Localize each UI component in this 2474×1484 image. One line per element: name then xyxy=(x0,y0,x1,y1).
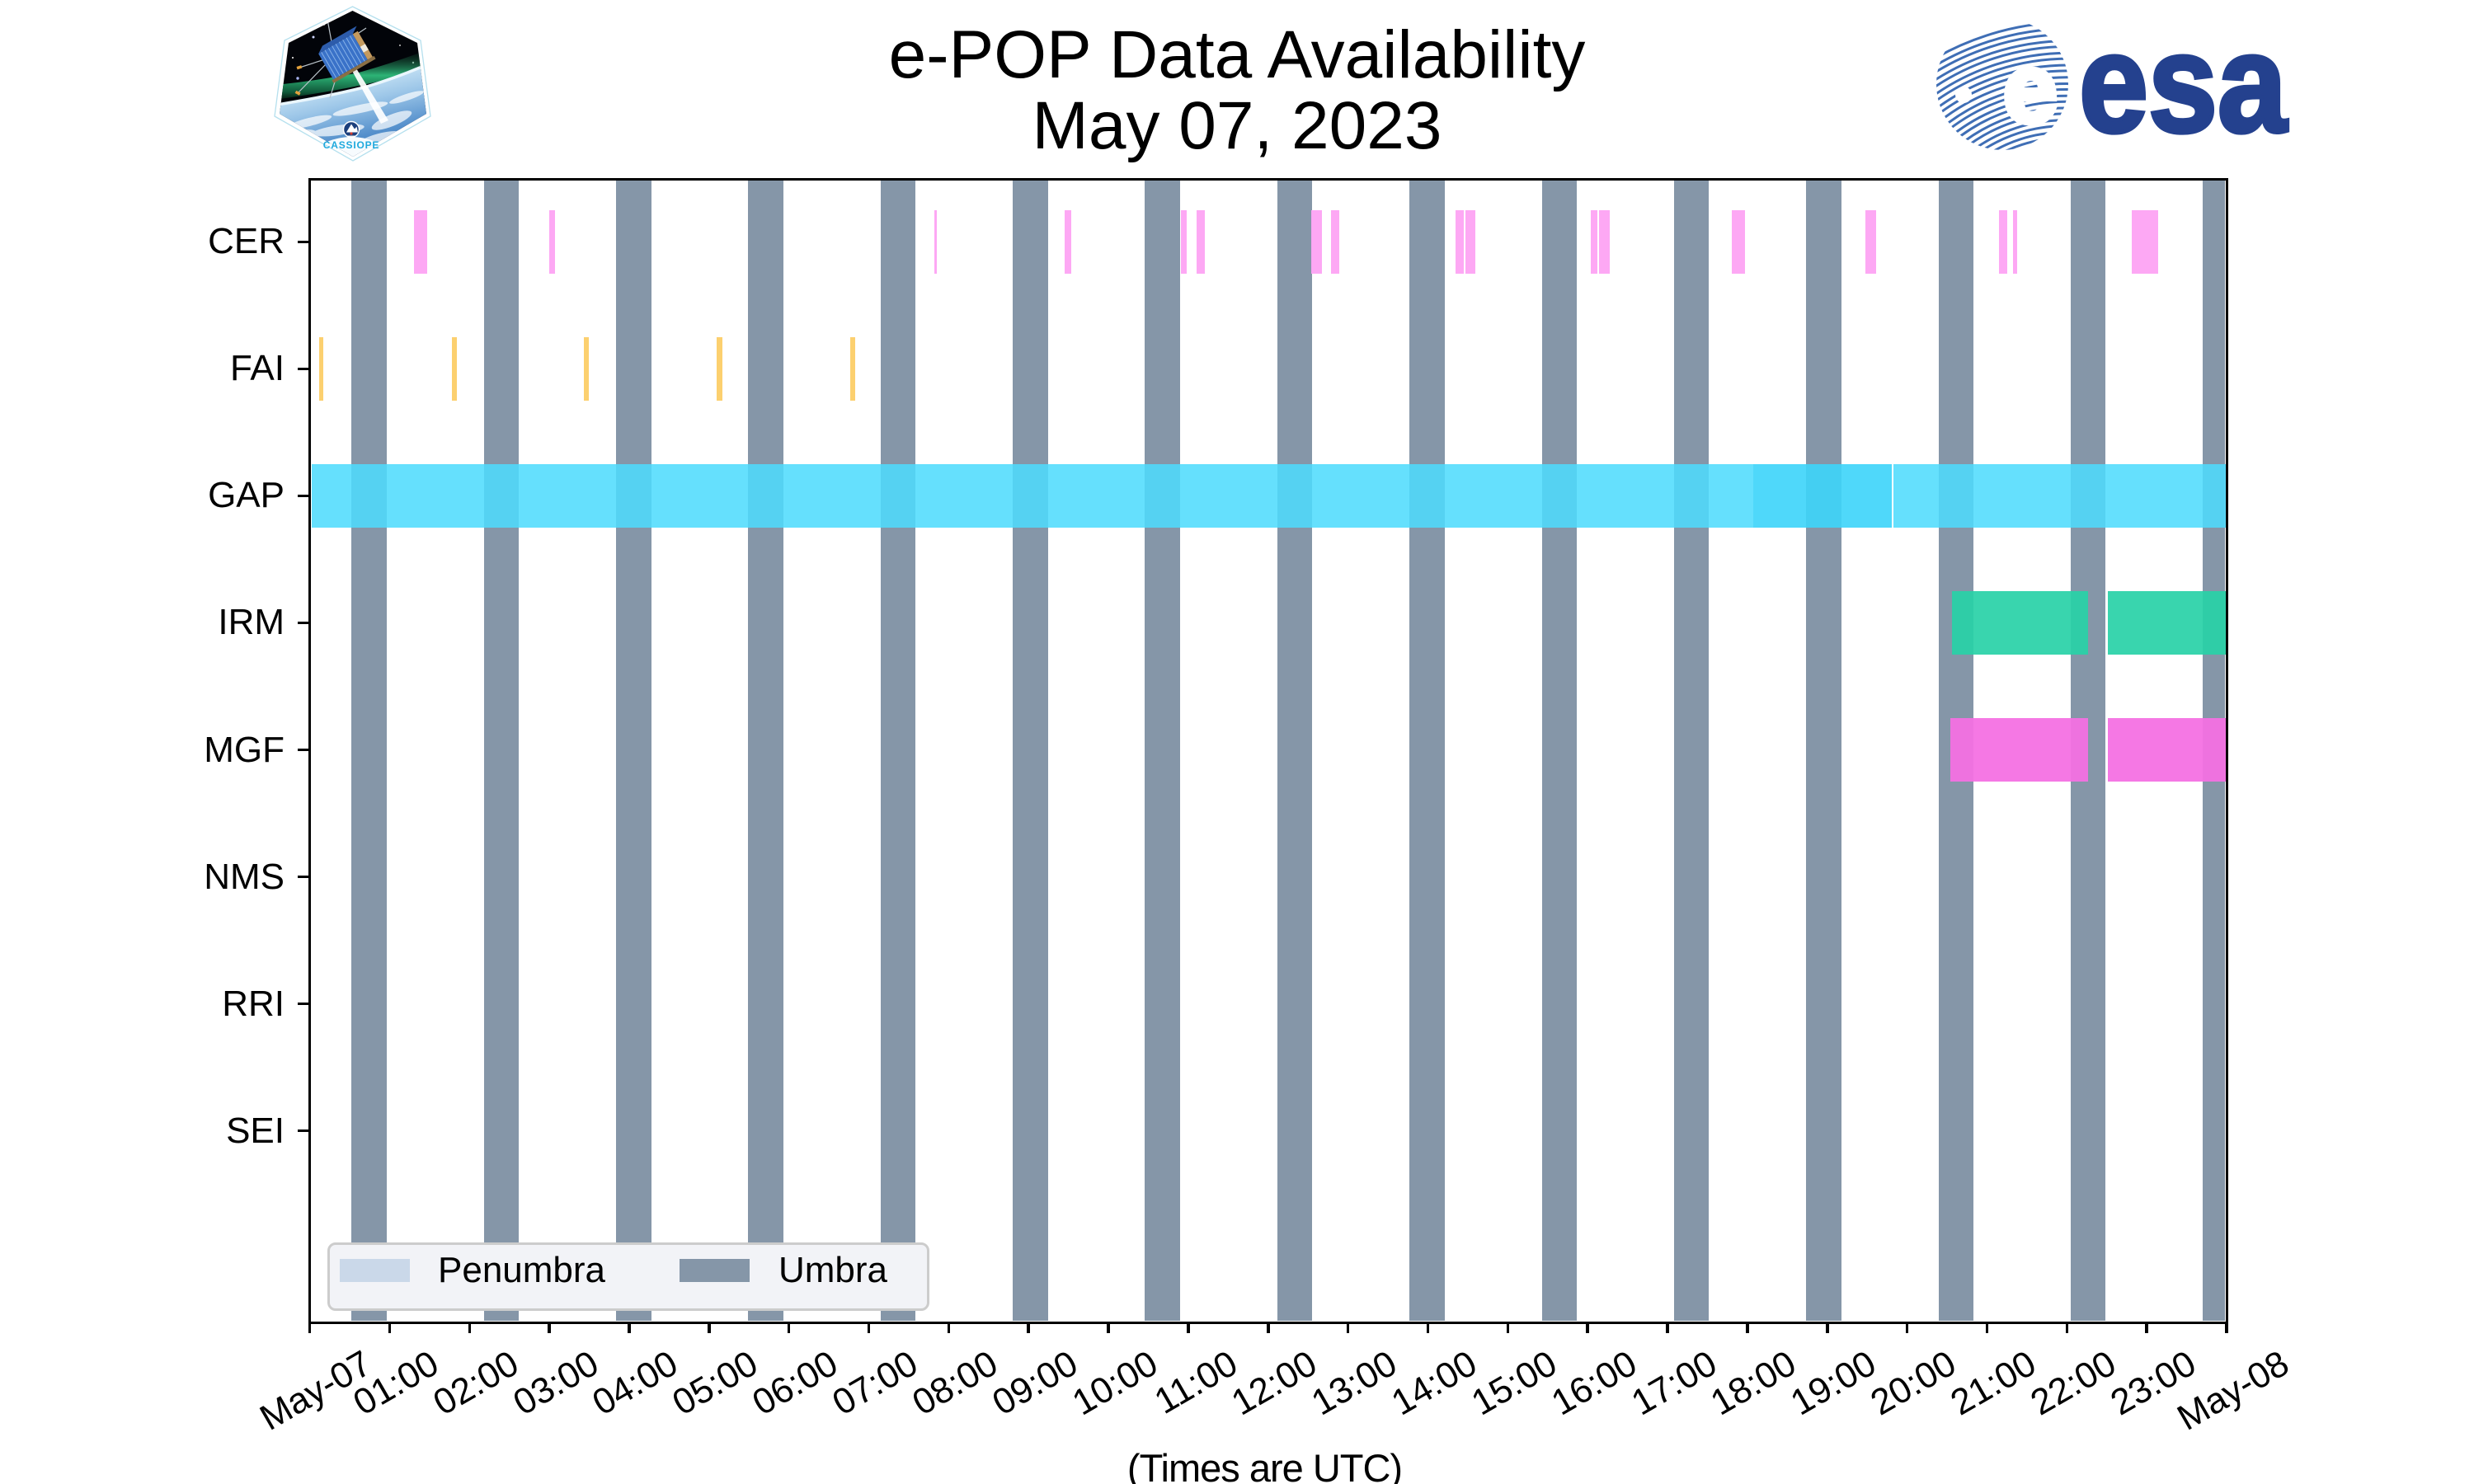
svg-text:CASSIOPE: CASSIOPE xyxy=(323,139,379,151)
svg-text:e: e xyxy=(2003,35,2058,143)
svg-text:esa: esa xyxy=(2079,8,2288,162)
